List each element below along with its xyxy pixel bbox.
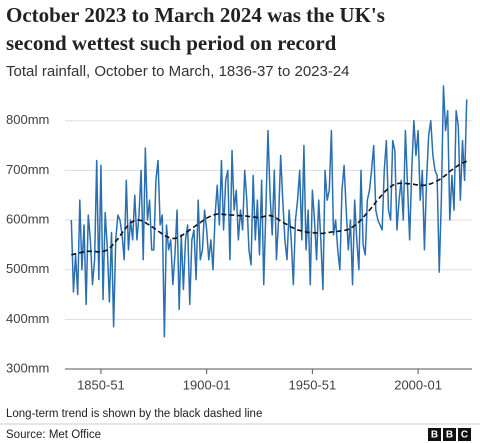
logo-block — [428, 428, 441, 441]
x-tick-label: 1950-51 — [289, 377, 337, 392]
chart-subtitle: Total rainfall, October to March, 1836-3… — [6, 63, 350, 80]
logo-letter: B — [446, 430, 453, 441]
x-tick-label: 1850-51 — [77, 377, 125, 392]
footnote: Long-term trend is shown by the black da… — [6, 408, 262, 420]
y-tick-label: 800mm — [6, 112, 49, 127]
y-tick-label: 700mm — [6, 162, 49, 177]
data-line — [70, 85, 468, 338]
trend-line — [71, 160, 467, 256]
source: Source: Met Office — [6, 429, 101, 441]
y-tick-label: 500mm — [6, 261, 49, 276]
y-tick-label: 300mm — [6, 360, 49, 375]
logo-letter: C — [461, 430, 468, 441]
logo-letter: B — [431, 430, 438, 441]
chart-title: second wettest such period on record — [6, 31, 337, 55]
logo-block — [458, 428, 471, 441]
chart-title: October 2023 to March 2024 was the UK's — [6, 3, 385, 27]
logo-block — [443, 428, 456, 441]
x-tick-label: 1900-01 — [183, 377, 231, 392]
x-tick-label: 2000-01 — [394, 377, 442, 392]
y-tick-label: 400mm — [6, 311, 49, 326]
y-tick-label: 600mm — [6, 211, 49, 226]
